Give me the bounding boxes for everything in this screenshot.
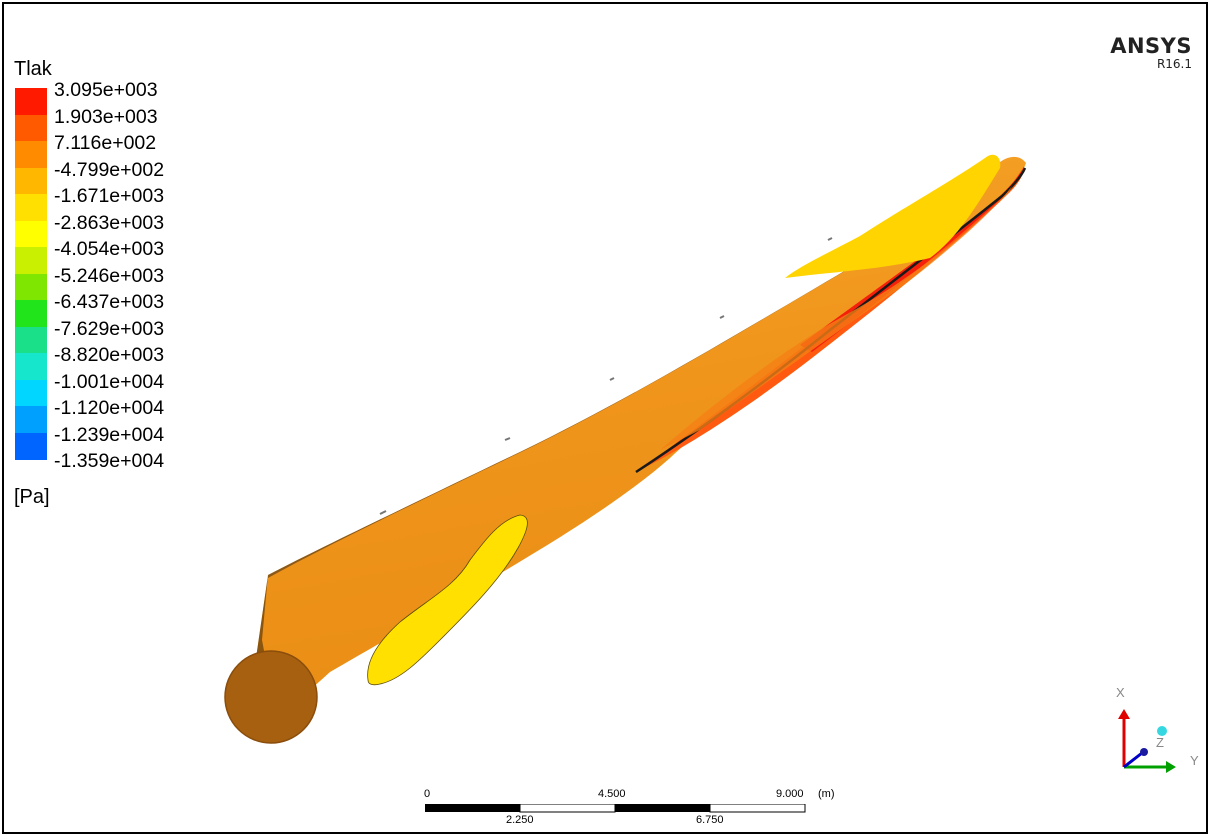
scale-label-2250: 2.250 xyxy=(506,814,534,826)
legend-swatch xyxy=(15,114,47,142)
legend-swatch xyxy=(15,273,47,301)
suction-region-root xyxy=(367,514,528,686)
legend-label: -7.629e+003 xyxy=(54,317,165,340)
scale-label-9000: 9.000 xyxy=(776,788,804,800)
legend-label: -1.671e+003 xyxy=(54,185,165,207)
high-pressure-core xyxy=(800,170,1022,352)
x-axis-arrow xyxy=(1118,709,1130,719)
scale-bar: 0 4.500 9.000 (m) 2.250 6.750 xyxy=(400,786,860,836)
y-axis-arrow xyxy=(1166,761,1176,773)
color-legend: Tlak 3.095e+003 1.903e+003 7.116e+002 -4.79… xyxy=(14,58,224,508)
z-axis-origin xyxy=(1140,748,1148,756)
blade-root-face xyxy=(225,651,317,743)
y-axis-label: Y xyxy=(1190,753,1199,768)
legend-title: Tlak xyxy=(14,58,52,80)
legend-label: 7.116e+002 xyxy=(54,132,157,154)
legend-color-bar xyxy=(15,88,47,460)
legend-label: -4.054e+003 xyxy=(54,238,165,260)
mid-region-band xyxy=(660,186,1012,450)
scale-unit: (m) xyxy=(818,788,835,800)
legend-swatch xyxy=(15,88,47,116)
scale-bar-graphic xyxy=(425,804,806,813)
legend-swatch xyxy=(15,379,47,407)
legend-label: -1.001e+004 xyxy=(54,370,165,393)
legend-swatch xyxy=(15,326,47,354)
scale-label-6750: 6.750 xyxy=(696,814,724,826)
legend-swatch xyxy=(15,141,47,169)
axis-triad[interactable]: X Y Z xyxy=(1106,683,1206,783)
z-axis-line xyxy=(1123,751,1143,769)
scale-label-4500: 4.500 xyxy=(598,788,626,800)
ansys-logo: ANSYS R16.1 xyxy=(1110,34,1192,71)
z-axis-label: Z xyxy=(1156,735,1164,750)
legend-swatch xyxy=(15,432,47,460)
brand-name: ANSYS xyxy=(1110,34,1192,58)
blade-root-rim xyxy=(224,650,318,744)
triad-graphic xyxy=(1118,709,1176,773)
legend-label: -4.799e+002 xyxy=(54,158,165,181)
legend-swatch xyxy=(15,167,47,195)
legend-swatch xyxy=(15,353,47,381)
legend-label: -2.863e+003 xyxy=(54,211,165,234)
legend-swatch xyxy=(15,406,47,434)
brand-version: R16.1 xyxy=(1156,57,1192,71)
blade-surface xyxy=(255,156,1026,715)
legend-label: -1.239e+004 xyxy=(54,423,165,446)
legend-label: 1.903e+003 xyxy=(54,105,158,128)
view-orbit-sphere xyxy=(1157,726,1167,736)
legend-swatch xyxy=(15,300,47,328)
surface-artifacts xyxy=(379,237,833,515)
legend-label: -8.820e+003 xyxy=(54,344,165,366)
legend-swatch xyxy=(15,220,47,248)
scale-label-0: 0 xyxy=(424,788,431,800)
x-axis-label: X xyxy=(1116,685,1125,700)
legend-swatch xyxy=(15,194,47,222)
legend-units: [Pa] xyxy=(14,486,50,508)
legend-label: -6.437e+003 xyxy=(54,291,165,313)
legend-label: 3.095e+003 xyxy=(54,79,158,101)
legend-swatch xyxy=(15,247,47,275)
legend-label: -5.246e+003 xyxy=(54,264,165,287)
suction-region-tip xyxy=(785,154,1001,278)
legend-label: -1.120e+004 xyxy=(54,397,165,419)
legend-label: -1.359e+004 xyxy=(54,450,165,472)
